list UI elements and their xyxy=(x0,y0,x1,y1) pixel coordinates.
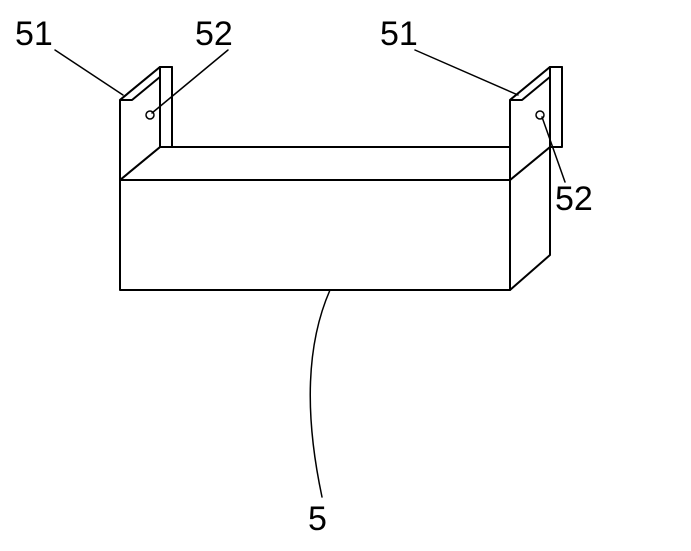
label-tab_left: 51 xyxy=(15,15,53,53)
label-tab_right: 51 xyxy=(380,15,418,53)
label-hole_right: 52 xyxy=(555,180,593,218)
label-body: 5 xyxy=(308,500,327,538)
body-box xyxy=(120,147,550,290)
technical-drawing: 51 52 51 52 5 xyxy=(0,0,691,551)
label-hole_left: 52 xyxy=(195,15,233,53)
